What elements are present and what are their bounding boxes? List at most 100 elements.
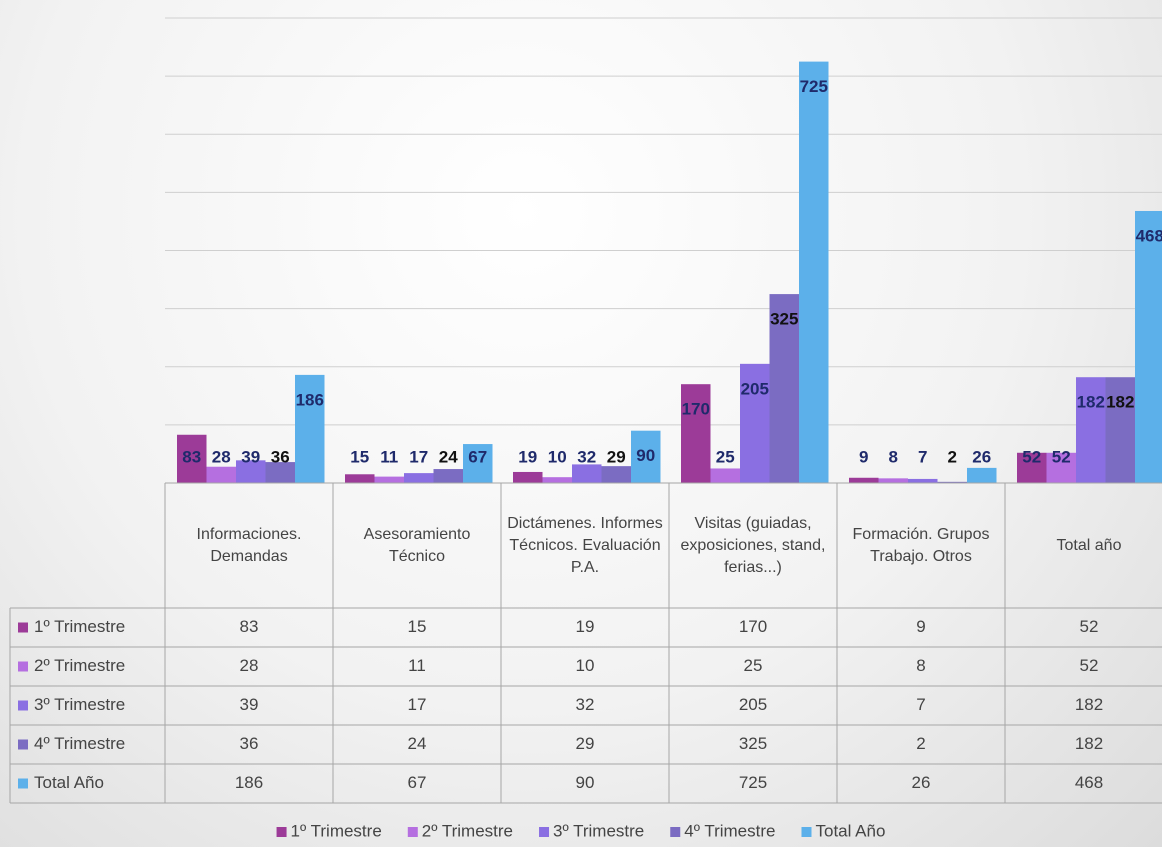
data-label: 725 <box>800 77 828 96</box>
legend-key <box>18 700 28 711</box>
category-header: Visitas (guiadas, exposiciones, stand, f… <box>680 514 826 576</box>
table-cell: 468 <box>1075 773 1103 792</box>
category-header: Formación. Grupos Trabajo. Otros <box>852 525 990 565</box>
bar <box>967 467 997 483</box>
data-label: 182 <box>1106 393 1134 412</box>
x-tick-label: Dictámenes. Informes Técnicos. Evaluació… <box>507 514 663 576</box>
bar <box>681 384 711 483</box>
bar <box>513 471 543 483</box>
data-label: 468 <box>1136 226 1162 245</box>
data-label: 17 <box>409 447 428 466</box>
legend-label: 1º Trimestre <box>291 821 382 840</box>
data-label: 11 <box>380 447 398 466</box>
category-header: Total año <box>1057 537 1122 554</box>
bar <box>542 477 572 483</box>
table-cell: 36 <box>240 734 259 753</box>
legend-key <box>539 827 550 837</box>
table-cell: 205 <box>739 695 767 714</box>
bar <box>206 466 236 483</box>
data-label: 8 <box>889 447 898 466</box>
bar <box>1046 452 1076 483</box>
data-label: 52 <box>1052 447 1071 466</box>
bar <box>937 481 967 483</box>
table-cell: 8 <box>916 656 925 675</box>
bar <box>1017 452 1047 483</box>
table-cell: 2 <box>916 734 925 753</box>
table-cell: 28 <box>240 656 259 675</box>
bar <box>463 444 493 483</box>
table-cell: 52 <box>1080 617 1099 636</box>
bar <box>374 476 404 483</box>
bar <box>740 363 770 483</box>
data-label: 9 <box>859 447 868 466</box>
data-label: 186 <box>296 390 324 409</box>
table-cell: 67 <box>408 773 427 792</box>
data-label: 83 <box>182 447 201 466</box>
x-tick-label: Asesoramiento Técnico <box>363 525 471 565</box>
bar <box>1105 377 1135 483</box>
table-cell: 24 <box>408 734 427 753</box>
category-header: Dictámenes. Informes Técnicos. Evaluació… <box>507 514 663 576</box>
data-label: 7 <box>918 447 927 466</box>
legend: 1º Trimestre 2º Trimestre 3º Trimestre 4º T… <box>276 821 885 840</box>
data-label: 325 <box>770 310 798 329</box>
table-cell: 7 <box>916 695 925 714</box>
data-label: 90 <box>636 446 655 465</box>
data-label: 2 <box>948 447 957 466</box>
data-label: 36 <box>271 447 290 466</box>
table-cell: 26 <box>912 773 931 792</box>
data-label: 182 <box>1077 393 1105 412</box>
table-cell: 29 <box>576 734 595 753</box>
data-label: 32 <box>577 447 596 466</box>
data-label: 26 <box>972 447 991 466</box>
table-cell: 11 <box>408 656 426 675</box>
data-label: 39 <box>241 447 260 466</box>
bar <box>433 469 463 483</box>
bar <box>601 466 631 483</box>
legend-key <box>407 827 418 837</box>
data-label: 29 <box>607 447 626 466</box>
bar <box>572 464 602 483</box>
data-label: 24 <box>439 447 458 466</box>
data-label: 52 <box>1022 447 1041 466</box>
row-label: 3º Trimestre <box>34 695 125 714</box>
bar <box>769 294 799 483</box>
table-cell: 83 <box>240 617 259 636</box>
bar <box>265 462 295 483</box>
x-tick-label: Formación. Grupos Trabajo. Otros <box>852 525 990 565</box>
bar <box>345 474 375 483</box>
bar <box>878 478 908 483</box>
data-label: 28 <box>212 447 231 466</box>
bar <box>177 434 207 483</box>
table-cell: 39 <box>240 695 259 714</box>
table-cell: 182 <box>1075 734 1103 753</box>
table-cell: 15 <box>408 617 427 636</box>
data-label: 67 <box>468 447 487 466</box>
row-label: 4º Trimestre <box>34 734 125 753</box>
bar <box>295 374 325 483</box>
legend-key <box>18 778 28 789</box>
category-header: Asesoramiento Técnico <box>363 525 471 565</box>
table-cell: 725 <box>739 773 767 792</box>
data-label: 15 <box>350 447 369 466</box>
bar <box>849 477 879 483</box>
row-label: 2º Trimestre <box>34 656 125 675</box>
data-label: 170 <box>682 400 710 419</box>
table-cell: 52 <box>1080 656 1099 675</box>
bar <box>1135 210 1162 483</box>
data-label: 205 <box>741 379 769 398</box>
bar <box>710 468 740 483</box>
table-cell: 170 <box>739 617 767 636</box>
legend-label: 4º Trimestre <box>684 821 775 840</box>
row-label: 1º Trimestre <box>34 617 125 636</box>
bar <box>631 430 661 483</box>
x-tick-label: Visitas (guiadas, exposiciones, stand, f… <box>680 514 826 576</box>
table-cell: 9 <box>916 617 925 636</box>
legend-key <box>18 661 28 672</box>
x-tick-label: Informaciones. Demandas <box>196 525 302 565</box>
legend-key <box>18 739 28 750</box>
bar <box>1076 377 1106 483</box>
table-cell: 25 <box>744 656 763 675</box>
